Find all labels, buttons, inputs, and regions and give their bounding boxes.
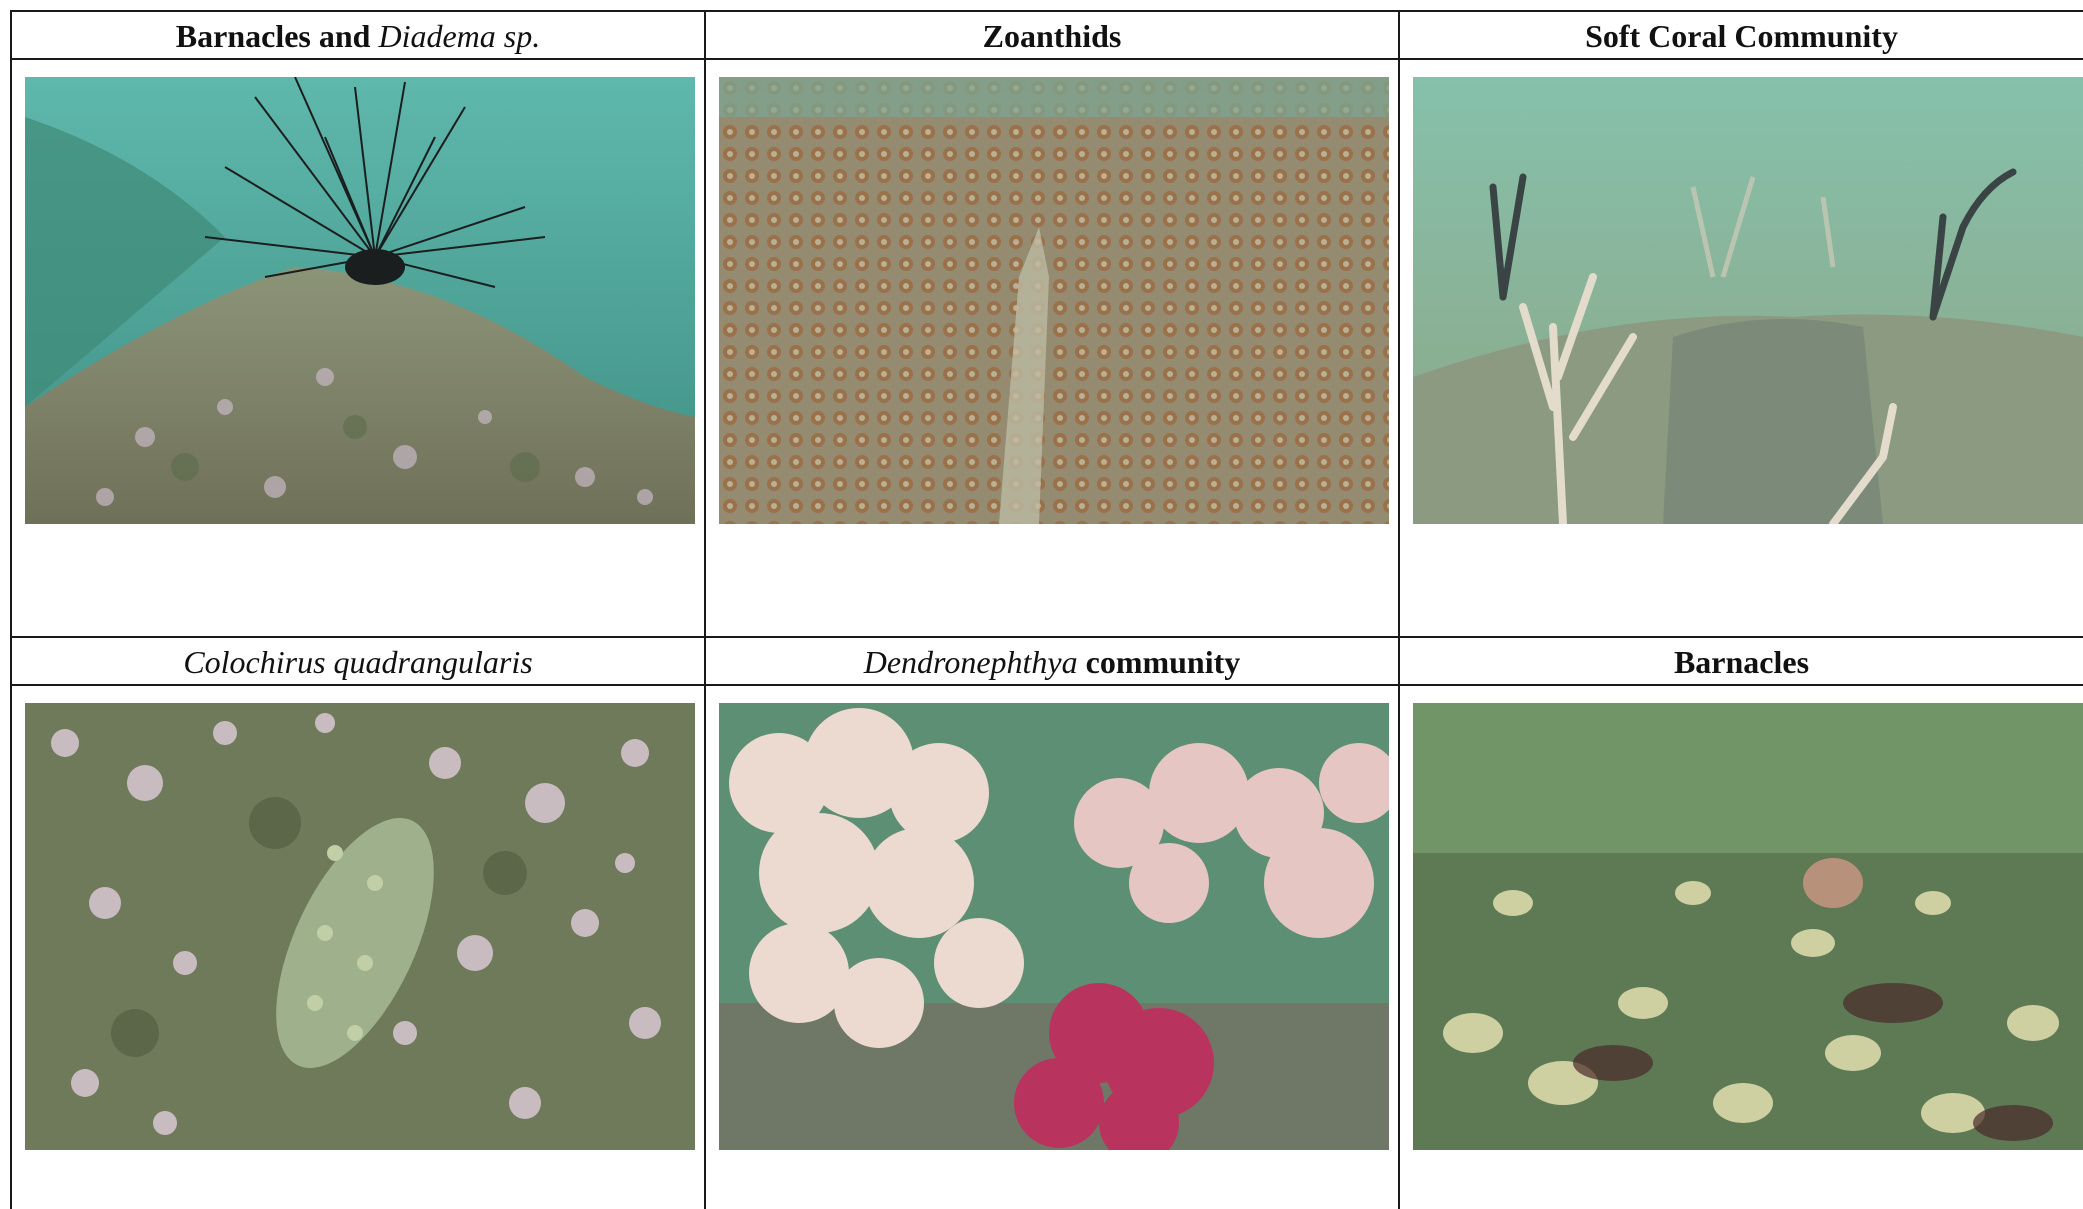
header-colochirus: Colochirus quadrangularis <box>12 638 704 686</box>
header-text: Soft Coral Community <box>1585 17 1898 54</box>
photo-barnacles-diadema <box>25 77 695 524</box>
row1-header-divider <box>10 58 2083 60</box>
photo-barnacles <box>1413 703 2083 1150</box>
photo-table: Barnacles and Diadema sp. Zoanthids Soft… <box>10 10 2083 1209</box>
header-text: community <box>1077 643 1241 680</box>
row2-header-divider <box>10 684 2083 686</box>
header-text: Barnacles <box>1673 643 1810 680</box>
column-divider-2 <box>1398 10 1400 1209</box>
photo-soft-coral-community <box>1413 77 2083 524</box>
column-divider-1 <box>704 10 706 1209</box>
header-soft-coral-community: Soft Coral Community <box>1400 12 2083 60</box>
header-text: Barnacles and <box>175 17 379 54</box>
header-barnacles: Barnacles <box>1400 638 2083 686</box>
photo-zoanthids <box>719 77 1389 524</box>
header-barnacles-diadema: Barnacles and Diadema sp. <box>12 12 704 60</box>
photo-dendronephthya <box>719 703 1389 1150</box>
row-divider <box>10 636 2083 638</box>
header-italic-text: Dendronephthya <box>863 643 1078 680</box>
header-zoanthids: Zoanthids <box>706 12 1398 60</box>
table-border-left <box>10 10 12 1209</box>
header-dendronephthya: Dendronephthya community <box>706 638 1398 686</box>
header-text: Zoanthids <box>982 17 1122 54</box>
photo-colochirus <box>25 703 695 1150</box>
header-italic-text: Diadema sp. <box>378 17 541 54</box>
table-border-top <box>10 10 2083 12</box>
header-italic-text: Colochirus quadrangularis <box>183 643 533 680</box>
